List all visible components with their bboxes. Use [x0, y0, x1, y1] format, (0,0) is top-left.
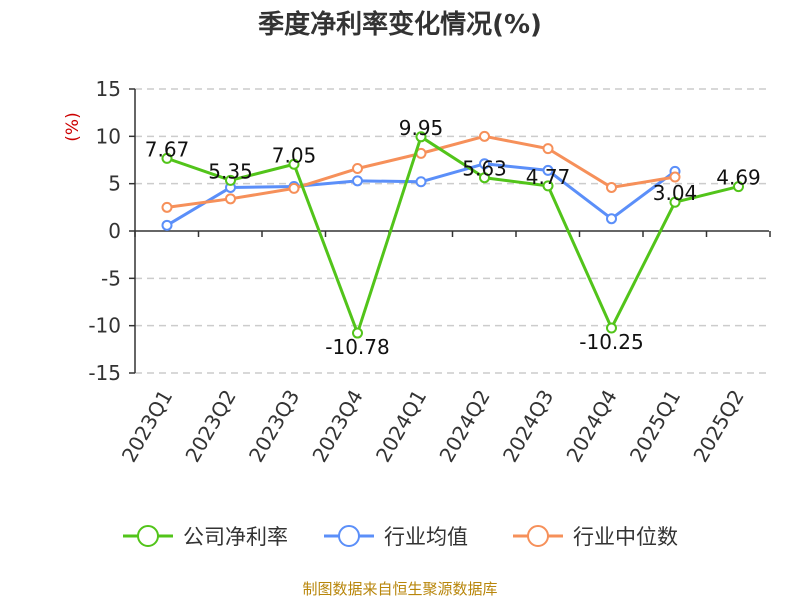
data-label: 7.05 — [272, 143, 317, 167]
data-point — [733, 181, 744, 193]
data-point — [225, 174, 236, 186]
data-point — [542, 180, 554, 192]
data-point — [225, 193, 236, 205]
data-point — [669, 171, 681, 183]
grid-lines — [135, 88, 769, 374]
data-labels: 7.67 5.35 7.05 -10.78 9.95 5.63 4.77 -10.25 3.04… — [145, 116, 761, 359]
data-label: 5.63 — [462, 157, 507, 181]
y-tick-label: 5 — [108, 172, 121, 196]
data-label: 4.69 — [716, 166, 761, 190]
chart-title: 季度净利率变化情况(%) — [258, 10, 542, 40]
legend-label: 公司净利率 — [183, 525, 288, 549]
y-tick-label: 0 — [108, 219, 121, 243]
data-label: 3.04 — [653, 181, 698, 205]
data-label: 7.67 — [145, 137, 190, 161]
data-point — [161, 219, 173, 231]
data-point — [352, 163, 363, 175]
x-tick-label: 2024Q4 — [561, 386, 621, 467]
data-point — [352, 327, 363, 339]
data-point — [479, 130, 490, 142]
y-tick-label: -10 — [88, 314, 121, 338]
data-point — [542, 143, 554, 155]
x-tick-label: 2024Q3 — [498, 386, 558, 467]
data-point — [415, 131, 427, 143]
legend-marker — [527, 525, 549, 547]
legend-marker — [137, 525, 159, 547]
y-axis-title: (%) — [63, 112, 83, 141]
data-point — [415, 176, 427, 188]
legend-label: 行业中位数 — [573, 525, 678, 549]
x-tick-label: 2023Q3 — [244, 386, 304, 467]
data-point — [606, 213, 617, 225]
data-point — [669, 196, 681, 208]
data-point — [161, 201, 173, 213]
data-label: -10.78 — [325, 335, 389, 359]
x-tick-label: 2024Q1 — [371, 386, 431, 467]
y-tick-label: 15 — [96, 77, 121, 101]
x-tick-label: 2023Q2 — [180, 386, 240, 467]
y-tick-label: -5 — [101, 266, 121, 290]
data-point — [606, 181, 617, 193]
data-point — [479, 158, 490, 170]
data-point — [161, 152, 173, 164]
y-tick-label: 10 — [96, 124, 121, 148]
legend-marker — [338, 525, 360, 547]
series-line — [166, 135, 739, 335]
chart-source-note: 制图数据来自恒生聚源数据库 — [302, 580, 498, 598]
legend: 公司净利率 行业均值 行业中位数 — [123, 525, 678, 549]
x-tick-label: 2023Q1 — [117, 386, 177, 467]
data-label: 5.35 — [208, 159, 253, 183]
data-label: -10.25 — [579, 330, 643, 354]
x-tick-label: 2025Q2 — [688, 386, 748, 467]
x-tick-label: 2025Q1 — [625, 386, 685, 467]
data-point — [479, 172, 490, 184]
data-point — [352, 175, 363, 187]
data-point — [288, 182, 300, 194]
x-tick-label: 2023Q4 — [307, 386, 367, 467]
data-point — [542, 164, 554, 176]
data-point — [606, 322, 617, 334]
data-label: 9.95 — [399, 116, 444, 140]
legend-label: 行业均值 — [384, 525, 468, 549]
series-lines — [161, 130, 744, 339]
data-point — [288, 158, 300, 170]
x-tick-label: 2024Q2 — [434, 386, 494, 467]
y-tick-label: -15 — [88, 361, 121, 385]
data-label: 4.77 — [526, 165, 571, 189]
